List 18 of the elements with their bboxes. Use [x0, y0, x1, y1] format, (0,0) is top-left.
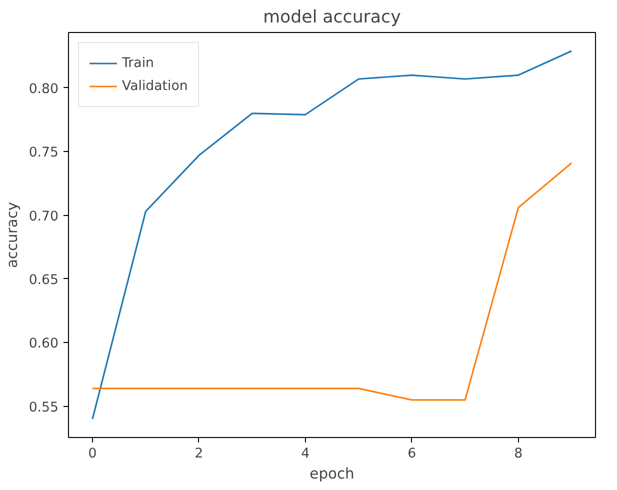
- x-tick-label: 4: [301, 446, 310, 462]
- legend-label: Validation: [122, 78, 188, 94]
- x-tick-label: 8: [514, 446, 523, 462]
- y-tick-label: 0.75: [28, 146, 59, 161]
- y-tick-label: 0.55: [28, 400, 59, 416]
- x-axis-title: epoch: [310, 466, 354, 482]
- x-tick-label: 2: [194, 446, 204, 462]
- y-axis-title: accuracy: [4, 202, 21, 268]
- chart-title: model accuracy: [263, 8, 401, 28]
- y-tick-label: 0.80: [28, 82, 59, 97]
- y-tick-label: 0.70: [28, 209, 59, 224]
- y-tick-label: 0.60: [28, 336, 59, 352]
- line-series: [92, 50, 572, 420]
- x-tick-label: 0: [88, 446, 97, 462]
- legend-label: Train: [122, 56, 154, 70]
- y-tick-label: 0.65: [28, 272, 59, 288]
- line-series: [92, 162, 572, 401]
- x-tick-label: 6: [408, 446, 416, 462]
